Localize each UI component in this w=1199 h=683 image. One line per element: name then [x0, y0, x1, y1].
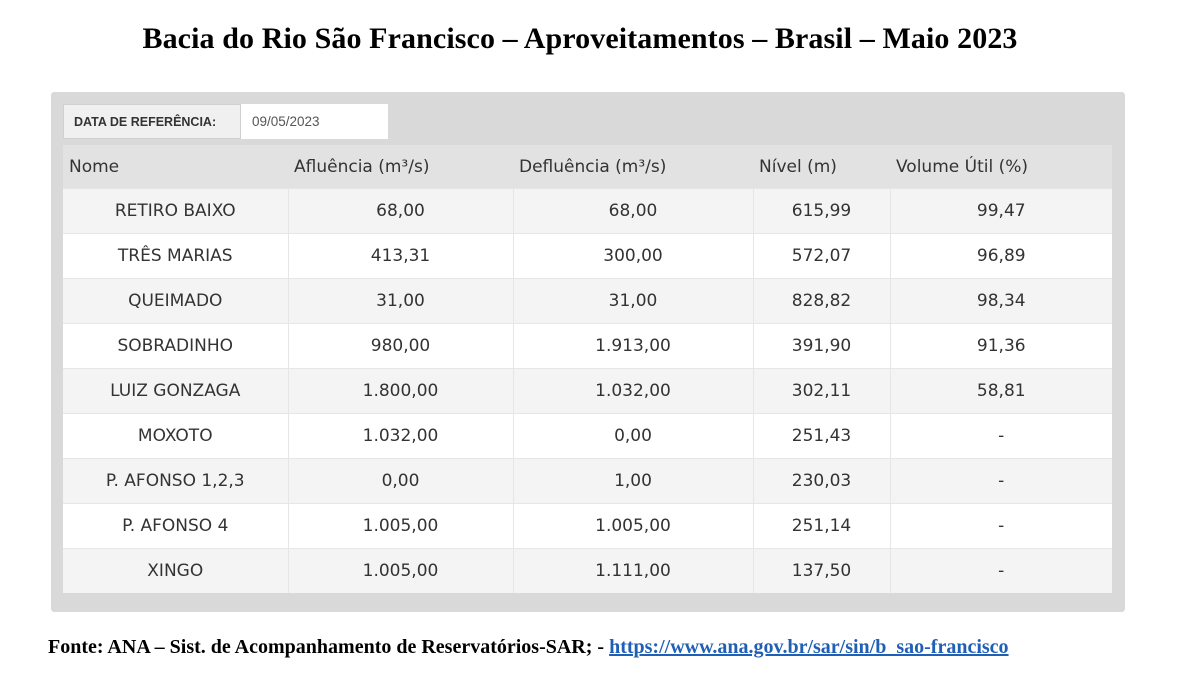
table-row: P. AFONSO 1,2,3 0,00 1,00 230,03 -	[63, 458, 1112, 504]
table-row: MOXOTO 1.032,00 0,00 251,43 -	[63, 413, 1112, 459]
cell-nivel: 615,99	[753, 188, 891, 234]
source-note: Fonte: ANA – Sist. de Acompanhamento de …	[48, 636, 1009, 659]
cell-nivel: 572,07	[753, 233, 891, 279]
cell-afluencia: 1.800,00	[288, 368, 514, 414]
cell-nome: TRÊS MARIAS	[63, 233, 289, 279]
reservoir-table: Nome Afluência (m³/s) Defluência (m³/s) …	[63, 145, 1112, 593]
cell-volume-util: 91,36	[890, 323, 1112, 369]
cell-defluencia: 1.111,00	[513, 548, 754, 593]
cell-nivel: 302,11	[753, 368, 891, 414]
cell-afluencia: 1.005,00	[288, 503, 514, 549]
cell-afluencia: 1.032,00	[288, 413, 514, 459]
page-title: Bacia do Rio São Francisco – Aproveitame…	[142, 22, 1018, 55]
cell-nivel: 137,50	[753, 548, 891, 593]
table-row: QUEIMADO 31,00 31,00 828,82 98,34	[63, 278, 1112, 324]
cell-defluencia: 0,00	[513, 413, 754, 459]
table-header-row: Nome Afluência (m³/s) Defluência (m³/s) …	[63, 145, 1112, 189]
cell-nivel: 828,82	[753, 278, 891, 324]
cell-afluencia: 980,00	[288, 323, 514, 369]
cell-nome: XINGO	[63, 548, 289, 593]
cell-nome: RETIRO BAIXO	[63, 188, 289, 234]
cell-volume-util: -	[890, 548, 1112, 593]
cell-nivel: 251,43	[753, 413, 891, 459]
cell-volume-util: -	[890, 458, 1112, 504]
cell-defluencia: 68,00	[513, 188, 754, 234]
cell-defluencia: 300,00	[513, 233, 754, 279]
cell-defluencia: 31,00	[513, 278, 754, 324]
header-afluencia[interactable]: Afluência (m³/s)	[288, 145, 513, 189]
cell-defluencia: 1.005,00	[513, 503, 754, 549]
cell-nivel: 251,14	[753, 503, 891, 549]
cell-nome: SOBRADINHO	[63, 323, 289, 369]
cell-afluencia: 413,31	[288, 233, 514, 279]
cell-nivel: 391,90	[753, 323, 891, 369]
cell-afluencia: 0,00	[288, 458, 514, 504]
source-text: Fonte: ANA – Sist. de Acompanhamento de …	[48, 636, 610, 658]
table-row: LUIZ GONZAGA 1.800,00 1.032,00 302,11 58…	[63, 368, 1112, 414]
header-nome[interactable]: Nome	[63, 145, 288, 189]
cell-defluencia: 1.032,00	[513, 368, 754, 414]
cell-defluencia: 1.913,00	[513, 323, 754, 369]
cell-volume-util: -	[890, 503, 1112, 549]
cell-nome: LUIZ GONZAGA	[63, 368, 289, 414]
reference-date-input[interactable]: 09/05/2023	[241, 104, 388, 139]
cell-volume-util: -	[890, 413, 1112, 459]
cell-volume-util: 98,34	[890, 278, 1112, 324]
cell-volume-util: 96,89	[890, 233, 1112, 279]
table-row: XINGO 1.005,00 1.111,00 137,50 -	[63, 548, 1112, 593]
reservoir-panel: DATA DE REFERÊNCIA: 09/05/2023 Nome Aflu…	[51, 92, 1125, 612]
source-link[interactable]: https://www.ana.gov.br/sar/sin/b_sao-fra…	[609, 636, 1009, 658]
reference-date-bar: DATA DE REFERÊNCIA: 09/05/2023	[63, 104, 388, 139]
cell-nome: P. AFONSO 4	[63, 503, 289, 549]
cell-volume-util: 58,81	[890, 368, 1112, 414]
table-row: SOBRADINHO 980,00 1.913,00 391,90 91,36	[63, 323, 1112, 369]
cell-afluencia: 1.005,00	[288, 548, 514, 593]
cell-nome: MOXOTO	[63, 413, 289, 459]
reference-date-label: DATA DE REFERÊNCIA:	[63, 104, 241, 139]
cell-afluencia: 68,00	[288, 188, 514, 234]
table-row: TRÊS MARIAS 413,31 300,00 572,07 96,89	[63, 233, 1112, 279]
cell-volume-util: 99,47	[890, 188, 1112, 234]
header-volume-util[interactable]: Volume Útil (%)	[890, 145, 1112, 189]
header-nivel[interactable]: Nível (m)	[753, 145, 890, 189]
cell-nome: QUEIMADO	[63, 278, 289, 324]
cell-afluencia: 31,00	[288, 278, 514, 324]
cell-nivel: 230,03	[753, 458, 891, 504]
table-row: P. AFONSO 4 1.005,00 1.005,00 251,14 -	[63, 503, 1112, 549]
cell-nome: P. AFONSO 1,2,3	[63, 458, 289, 504]
cell-defluencia: 1,00	[513, 458, 754, 504]
header-defluencia[interactable]: Defluência (m³/s)	[513, 145, 753, 189]
table-row: RETIRO BAIXO 68,00 68,00 615,99 99,47	[63, 188, 1112, 234]
